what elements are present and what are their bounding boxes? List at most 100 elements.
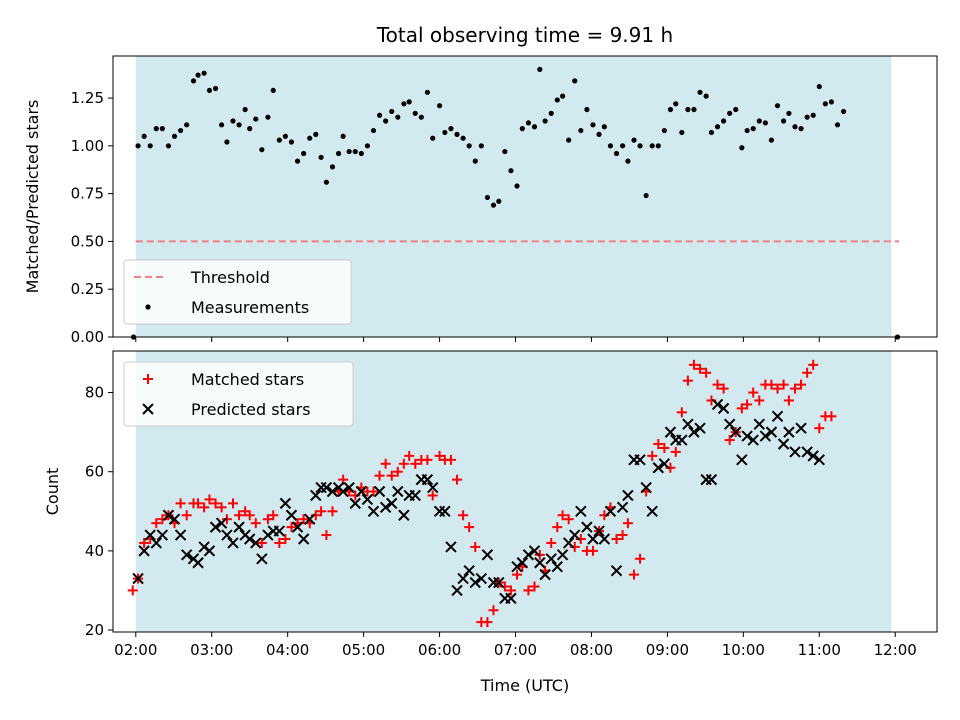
data-point	[201, 70, 207, 76]
data-point	[294, 158, 301, 164]
data-point	[739, 145, 745, 151]
data-point	[637, 143, 643, 149]
data-point	[361, 493, 374, 506]
data-point	[802, 367, 813, 378]
data-point	[358, 150, 364, 157]
data-point	[422, 454, 433, 465]
data-point	[424, 89, 431, 95]
data-point	[628, 569, 639, 580]
data-point	[203, 545, 216, 557]
legend: Matched stars Predicted stars	[123, 361, 354, 427]
data-point	[227, 498, 238, 509]
data-point	[750, 126, 756, 132]
data-point	[808, 359, 819, 370]
x-tick-label: 07:00	[494, 641, 537, 659]
data-point	[777, 438, 790, 450]
data-point	[659, 442, 670, 453]
y-tick-label: 80	[85, 384, 104, 402]
data-point	[303, 513, 316, 525]
data-point	[539, 568, 551, 581]
data-point	[410, 458, 421, 469]
data-point	[712, 379, 723, 390]
data-point	[301, 150, 307, 157]
data-point	[694, 422, 706, 434]
data-point	[523, 585, 534, 596]
data-point	[376, 112, 383, 118]
y-axis-label: Matched/Predicted stars	[23, 100, 42, 294]
plot-frame	[112, 55, 938, 338]
data-point	[373, 485, 386, 498]
data-point	[321, 530, 332, 541]
data-point	[598, 533, 611, 545]
data-point	[199, 502, 210, 513]
data-point	[813, 454, 825, 466]
data-point	[230, 118, 236, 124]
data-point	[772, 383, 783, 394]
data-point	[212, 85, 219, 92]
data-point	[352, 148, 358, 155]
data-point	[661, 127, 667, 134]
data-point	[221, 529, 233, 541]
data-point	[216, 502, 227, 513]
data-point	[556, 549, 569, 561]
y-tick-label: 0.00	[71, 328, 104, 346]
data-point	[151, 518, 162, 529]
data-point	[282, 133, 288, 139]
data-point	[705, 473, 718, 486]
data-point	[801, 446, 813, 458]
data-point	[810, 112, 816, 118]
data-point	[243, 533, 256, 545]
data-point	[584, 106, 590, 113]
data-point	[380, 458, 391, 469]
data-point	[442, 129, 448, 136]
data-point	[138, 545, 150, 557]
data-point	[279, 497, 292, 510]
data-point	[421, 473, 434, 486]
data-point	[604, 505, 617, 517]
data-point	[640, 481, 652, 494]
data-point	[673, 101, 679, 107]
data-point	[276, 137, 282, 143]
data-point	[392, 466, 403, 477]
data-point	[646, 505, 658, 517]
y-axis-label: Count	[43, 468, 62, 516]
data-point	[224, 139, 230, 145]
data-point	[774, 103, 781, 109]
data-point	[587, 545, 598, 556]
data-point	[262, 514, 273, 525]
data-point	[434, 450, 445, 461]
data-point	[548, 110, 554, 116]
data-point	[557, 510, 568, 521]
data-point	[481, 549, 494, 561]
data-point	[398, 509, 410, 521]
data-point	[318, 154, 324, 160]
data-point	[742, 399, 753, 410]
data-point	[184, 122, 190, 128]
data-point	[537, 66, 543, 72]
data-point	[127, 585, 138, 596]
data-point	[457, 572, 469, 585]
data-point	[463, 564, 475, 577]
data-point	[569, 529, 581, 541]
data-point	[206, 87, 213, 94]
data-point	[343, 481, 355, 494]
data-point	[778, 379, 789, 390]
data-point	[542, 118, 548, 124]
data-point	[165, 143, 172, 149]
data-point	[395, 114, 401, 120]
data-point	[285, 509, 298, 521]
x-axis-label: Time (UTC)	[480, 676, 569, 695]
data-point	[135, 143, 141, 149]
data-point	[472, 158, 478, 164]
data-point	[647, 450, 658, 461]
data-point	[631, 137, 637, 143]
data-point	[545, 553, 557, 565]
x-tick-label: 10:00	[722, 641, 765, 659]
data-point	[313, 131, 319, 137]
data-point	[156, 529, 169, 541]
data-point	[679, 129, 685, 136]
data-point	[445, 541, 457, 553]
legend-label: Threshold	[190, 268, 270, 287]
data-point	[466, 143, 472, 149]
